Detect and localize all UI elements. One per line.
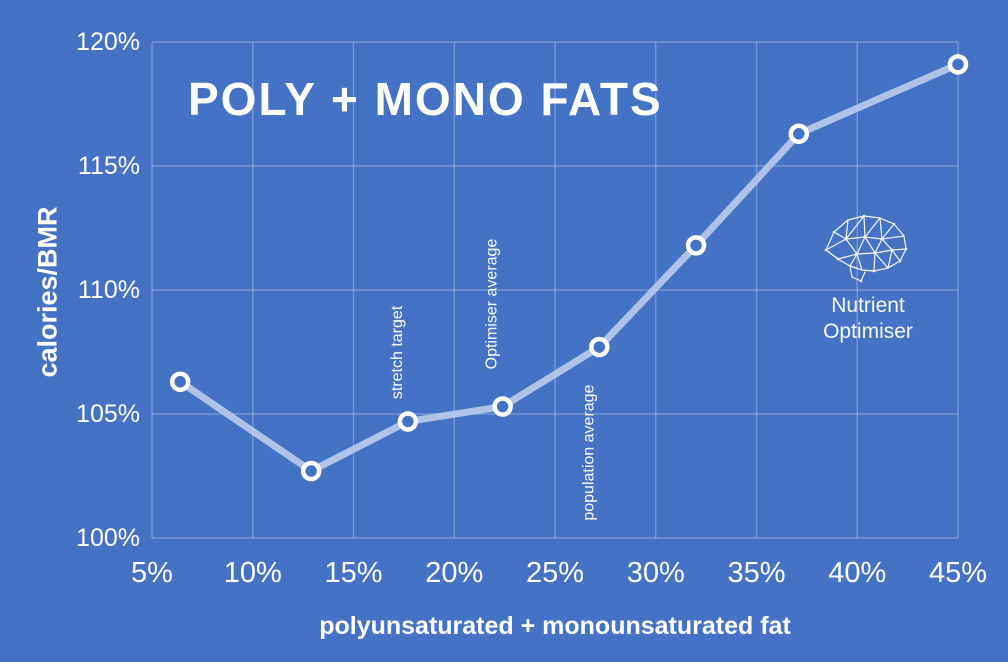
nutrient-optimiser-logo: Nutrient Optimiser [788,206,948,345]
logo-text-line1: Nutrient [831,294,905,317]
y-tick-label: 100% [76,524,140,552]
x-tick-label: 35% [727,557,785,589]
data-point-marker [492,396,513,417]
data-point-marker [947,54,969,75]
data-point-marker [589,336,610,358]
brain-network-icon [824,214,908,283]
annotation-label: population average [580,384,597,520]
data-point-marker [788,123,810,145]
x-tick-label: 15% [324,557,382,589]
x-tick-label: 20% [425,557,483,589]
x-tick-label: 40% [828,557,886,589]
annotation-label: stretch target [389,305,406,399]
annotation-label: Optimiser average [484,239,501,370]
data-point-marker [300,460,322,482]
x-tick-label: 5% [131,557,173,589]
data-point-marker [685,235,707,256]
x-tick-label: 10% [224,557,282,589]
x-tick-label: 30% [627,557,685,589]
y-tick-label: 105% [76,400,140,428]
data-point-marker [169,371,191,393]
x-tick-label: 45% [929,557,987,589]
x-axis-label: polyunsaturated + monounsaturated fat [319,612,791,640]
chart-title: POLY + MONO FATS [188,73,663,125]
data-point-marker [397,411,419,432]
y-tick-label: 110% [78,276,140,304]
x-tick-label: 25% [526,557,584,589]
y-tick-label: 115% [78,152,140,180]
data-line [176,60,962,475]
y-tick-label: 120% [76,28,140,56]
logo-text-line2: Optimiser [823,320,913,343]
